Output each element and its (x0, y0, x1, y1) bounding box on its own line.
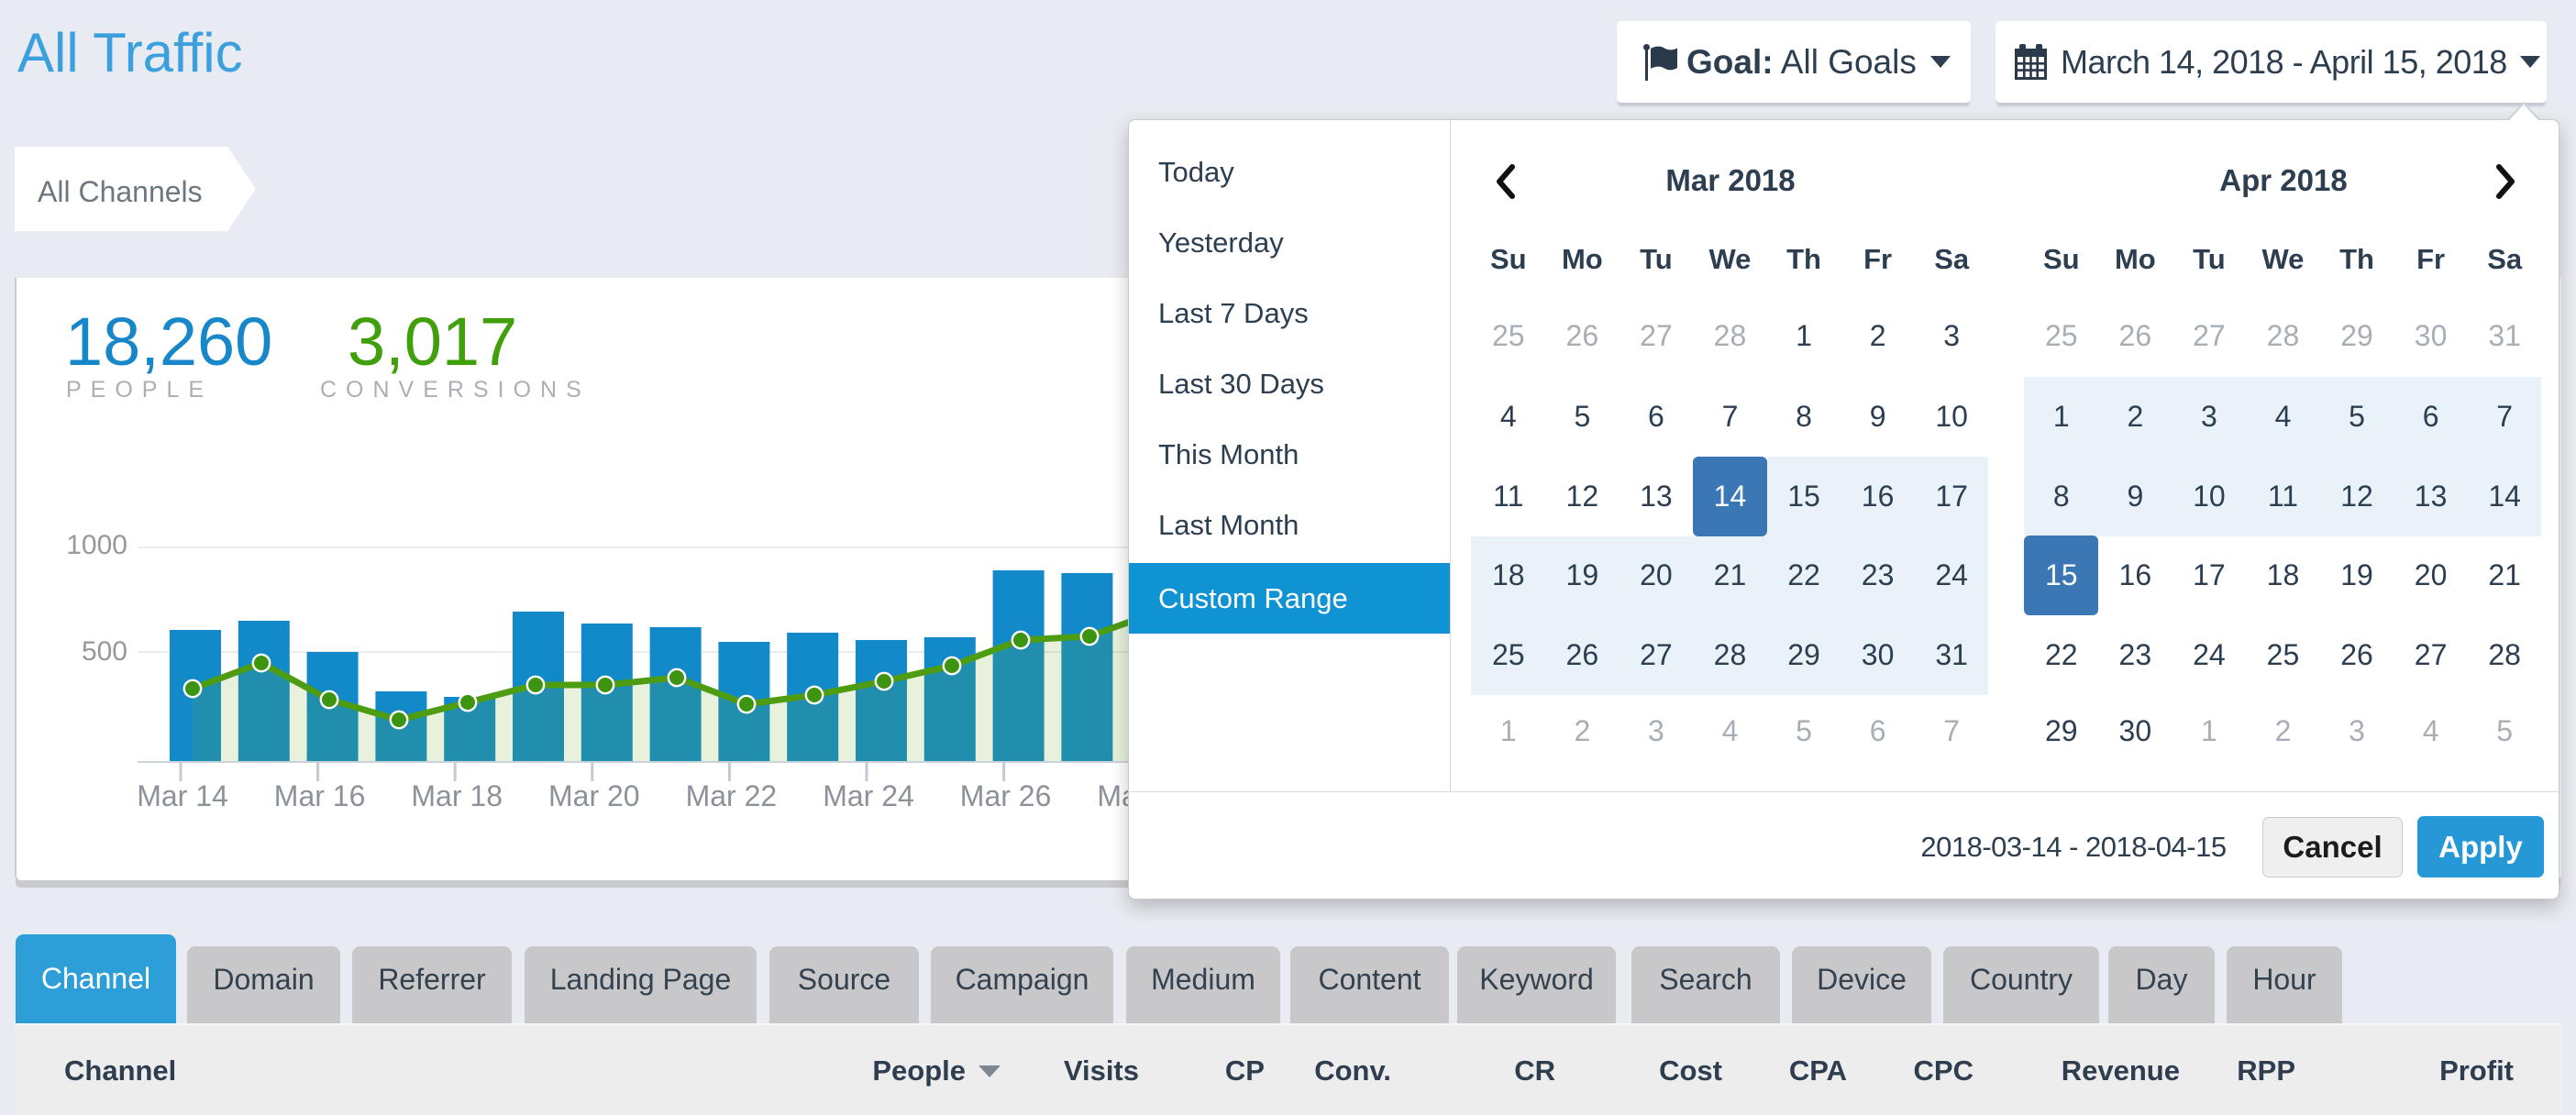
svg-text:Mar 14: Mar 14 (137, 779, 228, 812)
svg-text:Mar 26: Mar 26 (960, 779, 1052, 812)
svg-text:1000: 1000 (66, 530, 127, 560)
svg-text:500: 500 (82, 636, 127, 667)
svg-text:Mar 24: Mar 24 (823, 779, 914, 812)
svg-text:Mar 16: Mar 16 (274, 779, 366, 812)
svg-text:Mar 18: Mar 18 (411, 779, 503, 812)
svg-text:Mar 20: Mar 20 (548, 779, 640, 812)
svg-text:Mar 22: Mar 22 (686, 779, 778, 812)
